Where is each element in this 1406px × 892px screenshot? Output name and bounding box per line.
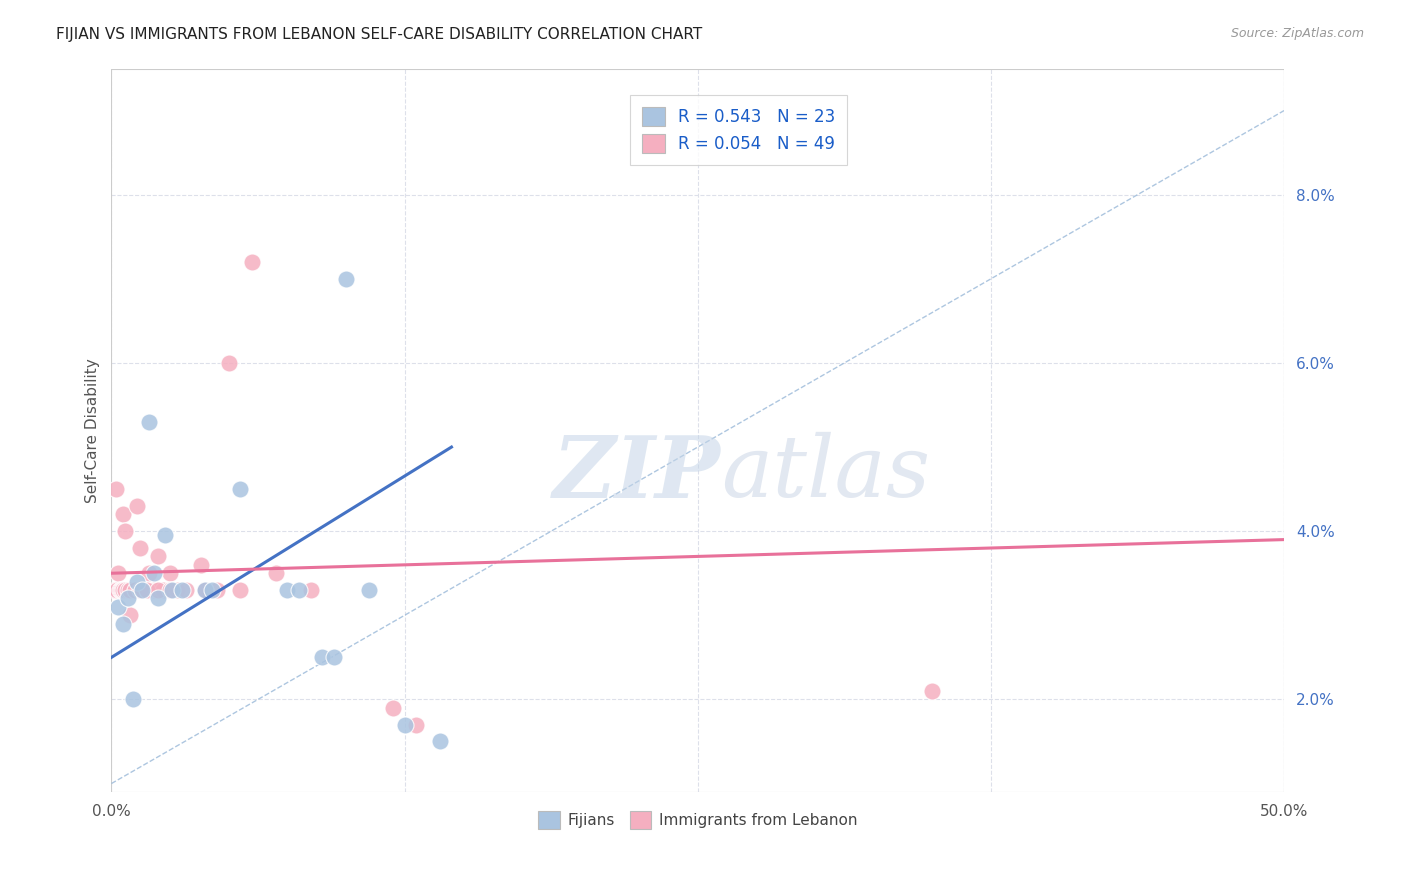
Point — [394, 717, 416, 731]
Point — [311, 650, 333, 665]
Point — [127, 574, 149, 589]
Point — [229, 482, 252, 496]
Point — [194, 583, 217, 598]
Point — [105, 482, 128, 496]
Point — [240, 255, 263, 269]
Point — [120, 583, 142, 598]
Point — [128, 583, 150, 598]
Point — [921, 684, 943, 698]
Point — [381, 701, 404, 715]
Point — [131, 583, 153, 598]
Point — [121, 692, 143, 706]
Point — [229, 583, 252, 598]
Point — [170, 583, 193, 598]
Point — [112, 583, 135, 598]
Point — [194, 583, 217, 598]
Point — [104, 583, 127, 598]
Legend: Fijians, Immigrants from Lebanon: Fijians, Immigrants from Lebanon — [531, 805, 863, 835]
Point — [359, 583, 381, 598]
Point — [166, 583, 188, 598]
Point — [135, 583, 157, 598]
Point — [148, 591, 170, 606]
Point — [124, 583, 146, 598]
Point — [264, 566, 287, 581]
Text: atlas: atlas — [721, 433, 931, 515]
Point — [134, 583, 156, 598]
Point — [112, 616, 135, 631]
Point — [122, 583, 145, 598]
Point — [108, 583, 131, 598]
Point — [201, 583, 224, 598]
Point — [107, 599, 129, 614]
Point — [120, 583, 142, 598]
Point — [159, 566, 181, 581]
Point — [128, 541, 150, 555]
Point — [112, 508, 135, 522]
Point — [114, 524, 136, 538]
Point — [127, 499, 149, 513]
Point — [276, 583, 298, 598]
Point — [114, 583, 136, 598]
Text: FIJIAN VS IMMIGRANTS FROM LEBANON SELF-CARE DISABILITY CORRELATION CHART: FIJIAN VS IMMIGRANTS FROM LEBANON SELF-C… — [56, 27, 703, 42]
Point — [117, 583, 139, 598]
Point — [115, 583, 138, 598]
Point — [111, 583, 134, 598]
Point — [194, 583, 217, 598]
Point — [205, 583, 228, 598]
Point — [323, 650, 346, 665]
Point — [429, 734, 451, 748]
Point — [299, 583, 322, 598]
Point — [176, 583, 198, 598]
Point — [218, 356, 240, 370]
Point — [105, 583, 128, 598]
Point — [112, 583, 135, 598]
Point — [148, 549, 170, 564]
Point — [405, 717, 427, 731]
Point — [110, 583, 132, 598]
Point — [117, 583, 139, 598]
Point — [288, 583, 311, 598]
Y-axis label: Self-Care Disability: Self-Care Disability — [86, 358, 100, 502]
Point — [162, 583, 184, 598]
Point — [152, 583, 174, 598]
Point — [138, 415, 160, 429]
Point — [118, 583, 141, 598]
Point — [120, 608, 142, 623]
Point — [117, 591, 139, 606]
Text: ZIP: ZIP — [554, 432, 721, 516]
Point — [335, 272, 357, 286]
Point — [148, 583, 170, 598]
Point — [124, 583, 146, 598]
Point — [107, 566, 129, 581]
Point — [190, 558, 212, 572]
Point — [159, 583, 181, 598]
Point — [138, 566, 160, 581]
Point — [142, 566, 165, 581]
Point — [121, 583, 143, 598]
Point — [155, 528, 177, 542]
Point — [142, 583, 165, 598]
Text: Source: ZipAtlas.com: Source: ZipAtlas.com — [1230, 27, 1364, 40]
